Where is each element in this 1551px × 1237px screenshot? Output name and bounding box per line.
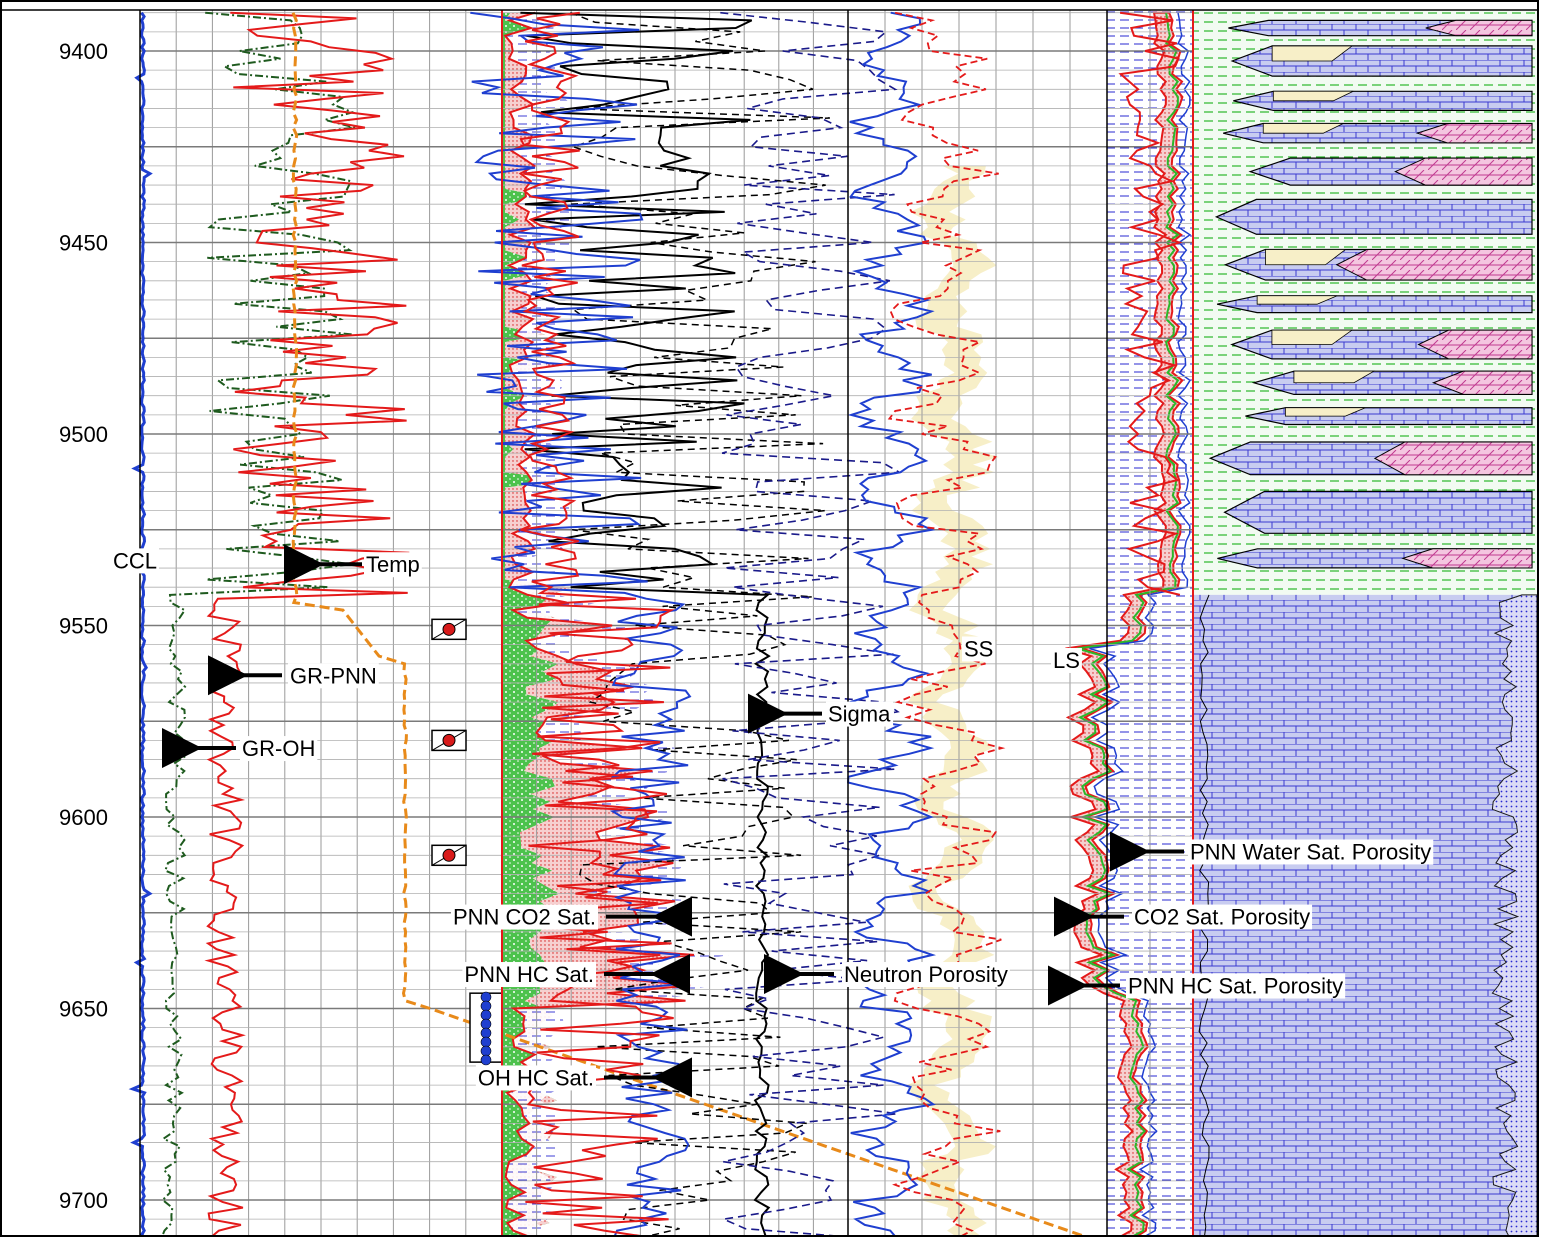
annotation: OH HC Sat.	[475, 1057, 692, 1098]
annotation-label: PNN Water Sat. Porosity	[1190, 839, 1431, 864]
annotation-bg	[1051, 647, 1082, 673]
lith-shale-bed	[1415, 123, 1533, 144]
annotation: CO2 Sat. Porosity	[1054, 896, 1313, 937]
annotation-label: PNN CO2 Sat.	[453, 905, 596, 930]
annotation-bg	[364, 552, 422, 578]
lith-bed	[1223, 490, 1533, 534]
annotation: SS	[962, 636, 996, 662]
perforation-marker	[431, 618, 467, 641]
annotation-bg	[1126, 973, 1346, 999]
lith-sand-lens	[1293, 370, 1376, 384]
lith-sand-lens	[1271, 329, 1354, 345]
depth-tick-label: 9400	[59, 39, 108, 64]
annotation: PNN Water Sat. Porosity	[1110, 831, 1434, 872]
lith-sand-lens	[1271, 45, 1354, 62]
annotation-bg	[1132, 904, 1313, 930]
lith-shale-bed	[1417, 329, 1533, 360]
pnn-hc-curve	[519, 11, 675, 1237]
t2-pnn-co2-curve	[503, 11, 695, 1237]
lith-sand-lens	[1256, 295, 1338, 305]
depth-tick-label: 9700	[59, 1188, 108, 1213]
annotation-label: Neutron Porosity	[844, 962, 1008, 987]
t4-co2-fill	[1065, 11, 1184, 1237]
neutron-curve	[720, 11, 902, 1237]
depth-tick-label: 9450	[59, 231, 108, 256]
perforation-marker	[431, 844, 467, 867]
annotation: Sigma	[748, 693, 894, 734]
annotation-label: Sigma	[828, 702, 891, 727]
lith-bed	[1214, 198, 1533, 235]
lith-sand-lens	[1284, 407, 1366, 417]
annotation-label: CO2 Sat. Porosity	[1134, 905, 1310, 930]
gr-oh-curve	[160, 11, 356, 1237]
annotation-bg	[842, 962, 1010, 988]
depth-tick-label: 9500	[59, 422, 108, 447]
lith-shale-bed	[1373, 441, 1533, 476]
depth-tick-label: 9600	[59, 805, 108, 830]
lith-shale-bed	[1335, 249, 1533, 281]
annotation-bg	[111, 548, 160, 574]
lith-shale-bed	[1431, 370, 1533, 395]
annotation-label: LS	[1053, 648, 1080, 673]
lith-shale-bed	[1425, 19, 1533, 37]
annotation-bg	[450, 904, 598, 930]
annotation-bg	[475, 1065, 596, 1091]
annotation-label: CCL	[113, 548, 157, 573]
annotation-bg	[826, 701, 894, 727]
lith-shale-bed	[1394, 157, 1533, 186]
lith-shale-bed	[1401, 548, 1533, 569]
annotation-bg	[1188, 839, 1434, 865]
core-marker	[469, 991, 503, 1066]
annotation-label: SS	[964, 636, 993, 661]
depth-tick-label: 9550	[59, 614, 108, 639]
annotation: PNN HC Sat.	[462, 954, 690, 995]
annotation-bg	[462, 962, 596, 988]
t4-upper-curve	[1118, 11, 1183, 596]
sigma-curve	[520, 11, 771, 1237]
annotation-bg	[962, 636, 996, 662]
perforation-marker	[431, 729, 467, 752]
annotation-label: GR-OH	[242, 736, 315, 761]
annotation-label: Temp	[366, 552, 420, 577]
annotation: LS	[1051, 647, 1082, 673]
annotation: Neutron Porosity	[764, 954, 1010, 995]
annotation: Temp	[284, 544, 422, 585]
annotation-label: GR-PNN	[290, 663, 377, 688]
oh-hc-curve	[470, 11, 692, 1237]
gr-pnn-curve	[204, 11, 410, 1237]
annotation: GR-OH	[162, 728, 318, 769]
annotation: PNN HC Sat. Porosity	[1048, 965, 1346, 1006]
annotation: CCL	[111, 548, 160, 574]
annotation-label: PNN HC Sat.	[464, 962, 594, 987]
temp-curve	[291, 12, 1091, 1237]
annotation: GR-PNN	[208, 655, 379, 696]
depth-tick-label: 9650	[59, 997, 108, 1022]
annotation-bg	[240, 736, 318, 762]
lith-sand-lens	[1272, 90, 1354, 102]
annotation: PNN CO2 Sat.	[450, 896, 692, 937]
ccl-curve	[128, 11, 153, 1237]
annotation-bg	[288, 663, 379, 689]
t3-ls-curve	[887, 11, 1006, 1237]
lith-sand-lens	[1265, 249, 1347, 266]
t3-porosity-curve	[846, 11, 937, 1237]
annotation-label: PNN HC Sat. Porosity	[1128, 974, 1343, 999]
annotation-label: OH HC Sat.	[478, 1065, 594, 1090]
lith-sand-lens	[1262, 123, 1344, 134]
